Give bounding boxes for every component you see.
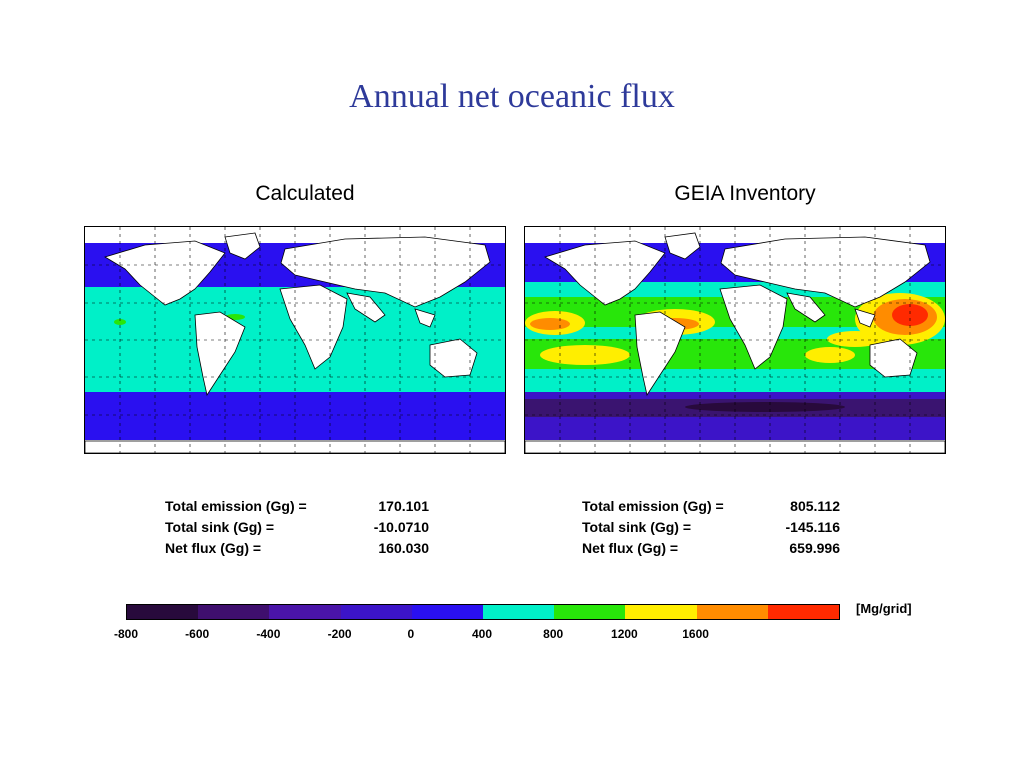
geia-map xyxy=(524,226,946,454)
colorbar-tick-label: 800 xyxy=(543,627,564,641)
colorbar-tick-label: 1200 xyxy=(611,627,638,641)
colorbar-tick-label: 1600 xyxy=(682,627,709,641)
colorbar xyxy=(126,604,840,620)
stats-label: Total sink (Gg) = xyxy=(582,519,692,535)
arabia-india xyxy=(346,292,386,323)
stats-row-net: Net flux (Gg) = 659.996 xyxy=(582,540,844,561)
stats-value: 659.996 xyxy=(789,540,840,556)
colorbar-tick-label: -400 xyxy=(256,627,281,641)
colorbar-segment xyxy=(340,605,412,619)
colorbar-segment xyxy=(696,605,768,619)
stats-label: Total emission (Gg) = xyxy=(165,498,307,514)
colorbar-segment xyxy=(198,605,270,619)
colorbar-segment xyxy=(767,605,840,619)
arabia-india xyxy=(786,292,826,323)
stats-value: -145.116 xyxy=(785,519,841,535)
stats-value: 805.112 xyxy=(790,498,840,514)
colorbar-tick-label: -200 xyxy=(327,627,352,641)
geia-stats: Total emission (Gg) = 805.112 Total sink… xyxy=(582,498,844,561)
colorbar-segment xyxy=(411,605,484,619)
colorbar-segment xyxy=(625,605,697,619)
south-america xyxy=(634,311,686,397)
colorbar-tick-label: 0 xyxy=(407,627,415,641)
colorbar-segment xyxy=(269,605,341,619)
hotspot-yellow xyxy=(805,347,855,363)
stats-row-emission: Total emission (Gg) = 805.112 xyxy=(582,498,844,519)
colorbar-segment xyxy=(483,605,555,619)
stats-label: Net flux (Gg) = xyxy=(582,540,679,556)
southern-sink-core xyxy=(685,402,845,412)
calculated-map xyxy=(84,226,506,454)
stats-row-sink: Total sink (Gg) = -10.0710 xyxy=(165,519,435,540)
geia-map-plot xyxy=(525,227,945,453)
calculated-map-title: Calculated xyxy=(255,182,355,205)
south-america xyxy=(194,311,246,397)
stats-label: Total sink (Gg) = xyxy=(165,519,275,535)
colorbar-unit: [Mg/grid] xyxy=(856,601,912,616)
hotspot-orange xyxy=(530,318,570,330)
hotspot-red xyxy=(892,304,928,326)
calculated-stats: Total emission (Gg) = 170.101 Total sink… xyxy=(165,498,435,561)
map-grid xyxy=(525,227,945,453)
greenland xyxy=(224,232,261,260)
europe-asia xyxy=(280,236,491,308)
europe-asia xyxy=(720,236,931,308)
colorbar-segment xyxy=(554,605,626,619)
colorbar-segment xyxy=(127,605,199,619)
geia-map-title: GEIA Inventory xyxy=(674,182,816,205)
colorbar-tick-label: 400 xyxy=(471,627,493,641)
stats-row-net: Net flux (Gg) = 160.030 xyxy=(165,540,435,561)
stats-value: -10.0710 xyxy=(373,519,429,535)
hotspot-yellow xyxy=(827,331,883,347)
southeast-asia xyxy=(414,308,436,328)
stats-label: Net flux (Gg) = xyxy=(165,540,262,556)
stats-row-emission: Total emission (Gg) = 170.101 xyxy=(165,498,435,519)
map-grid xyxy=(85,227,505,453)
southeast-asia xyxy=(854,308,876,328)
flux-spot xyxy=(114,319,126,325)
stats-label: Total emission (Gg) = xyxy=(582,498,724,514)
slide-title: Annual net oceanic flux xyxy=(349,78,675,115)
calculated-map-plot xyxy=(85,227,505,453)
north-america xyxy=(544,240,666,306)
stats-value: 170.101 xyxy=(378,498,429,514)
colorbar-tick-label: -800 xyxy=(113,627,139,641)
greenland xyxy=(664,232,701,260)
stats-value: 160.030 xyxy=(378,540,429,556)
stats-row-sink: Total sink (Gg) = -145.116 xyxy=(582,519,844,540)
north-america xyxy=(104,240,226,306)
colorbar-tick-label: -600 xyxy=(185,627,210,641)
hotspot-yellow xyxy=(540,345,630,365)
